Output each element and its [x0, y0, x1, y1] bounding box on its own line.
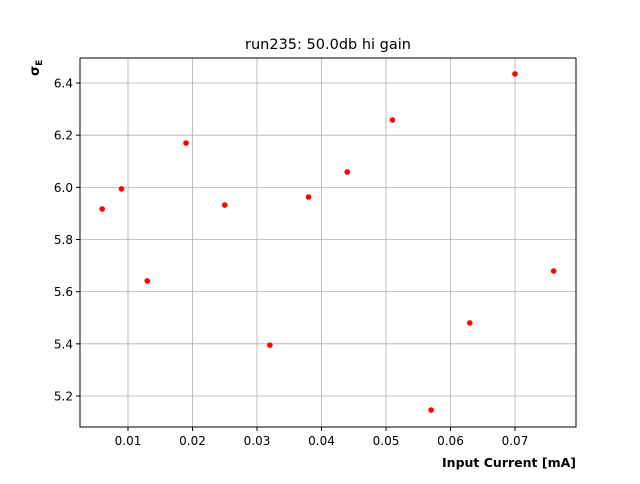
data-point — [267, 342, 273, 348]
y-tick-label: 5.4 — [54, 337, 73, 351]
y-axis-label-symbol: σ — [28, 66, 43, 76]
y-axis-ticks: 5.2 5.4 5.6 5.8 6.0 6.2 6.4 — [54, 77, 80, 403]
grid — [80, 58, 576, 427]
y-tick-label: 5.6 — [54, 285, 73, 299]
data-point — [512, 71, 518, 77]
y-tick-label: 5.2 — [54, 389, 73, 403]
y-tick-label: 6.4 — [54, 77, 73, 91]
x-tick-label: 0.03 — [244, 434, 271, 448]
x-tick-label: 0.05 — [373, 434, 400, 448]
x-tick-label: 0.01 — [115, 434, 142, 448]
data-point — [467, 320, 473, 326]
x-axis-ticks: 0.01 0.02 0.03 0.04 0.05 0.06 0.07 — [115, 427, 529, 448]
data-point — [99, 206, 105, 212]
chart-title: run235: 50.0db hi gain — [245, 37, 411, 53]
x-tick-label: 0.04 — [308, 434, 335, 448]
y-tick-label: 5.8 — [54, 233, 73, 247]
x-tick-label: 0.02 — [179, 434, 206, 448]
data-point — [344, 169, 351, 175]
data-point — [389, 117, 396, 123]
y-axis-label: σE — [28, 60, 45, 76]
x-tick-label: 0.06 — [437, 434, 464, 448]
y-tick-label: 6.2 — [54, 129, 73, 143]
data-point — [428, 407, 434, 413]
y-tick-label: 6.0 — [54, 181, 73, 195]
data-point — [144, 278, 151, 284]
plot-frame — [79, 57, 577, 428]
x-axis-label: Input Current [mA] — [442, 455, 576, 470]
data-point — [550, 268, 557, 274]
data-point — [221, 202, 228, 208]
data-points — [99, 71, 557, 413]
data-point — [118, 186, 125, 192]
data-point — [305, 194, 312, 200]
y-axis-label-subscript: E — [35, 60, 45, 66]
x-tick-label: 0.07 — [502, 434, 529, 448]
data-point — [183, 140, 189, 146]
